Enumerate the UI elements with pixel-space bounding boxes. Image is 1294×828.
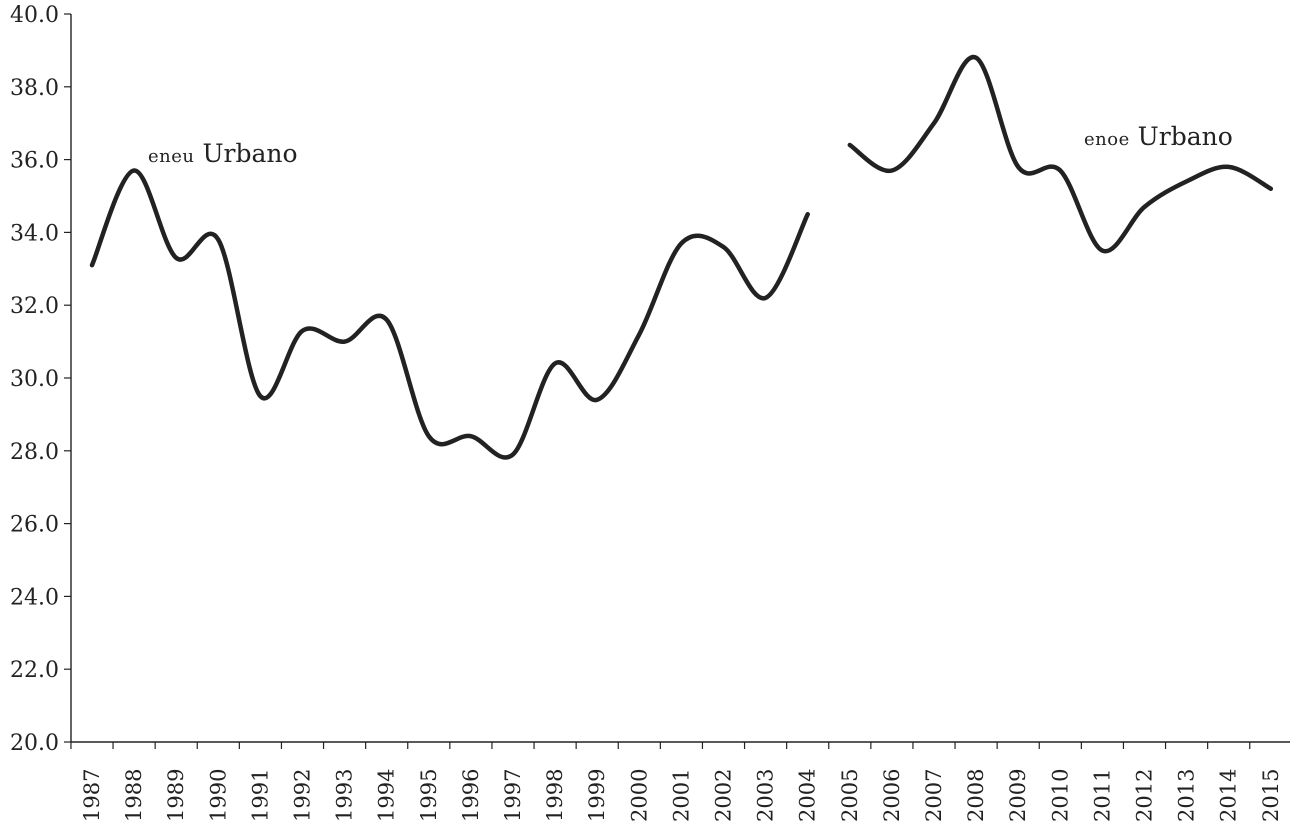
x-tick-label: 1989 [164, 769, 188, 822]
x-tick-label: 2014 [1217, 769, 1241, 822]
series-line-enoe-urbano [847, 55, 1274, 254]
y-tick-label: 20.0 [10, 731, 59, 756]
x-tick-label: 1991 [248, 769, 272, 822]
x-tick-label: 2011 [1090, 769, 1114, 822]
series-labels: eneu Urbano enoe Urbano [148, 122, 1233, 168]
y-tick-label: 28.0 [10, 440, 59, 465]
y-tick-label: 38.0 [10, 76, 59, 101]
y-tick-label: 30.0 [10, 367, 59, 392]
x-tick-label: 2004 [796, 769, 820, 822]
x-tick-label: 1998 [543, 769, 567, 822]
x-tick-label: 1995 [417, 769, 441, 822]
x-tick-label: 2000 [627, 769, 651, 822]
x-tick-label: 2007 [922, 769, 946, 822]
x-tick-label: 2013 [1175, 769, 1199, 822]
x-tick-label: 1996 [459, 769, 483, 822]
x-ticks: 1987 1988 1989 1990 1991 1992 1993 1994 1995 1996… [70, 742, 1283, 822]
y-tick-label: 24.0 [10, 585, 59, 610]
y-tick-label: 34.0 [10, 221, 59, 246]
x-tick-label: 2005 [838, 769, 862, 822]
series-lines [89, 55, 1274, 460]
x-tick-label: 2010 [1048, 769, 1072, 822]
y-tick-label: 40.0 [10, 3, 59, 28]
x-tick-label: 2001 [669, 769, 693, 822]
y-tick-label: 26.0 [10, 513, 59, 538]
x-tick-label: 2009 [1006, 769, 1030, 822]
series-label-enoe-urbano: enoe Urbano [1084, 122, 1233, 151]
series-label-suffix: Urbano [195, 139, 298, 168]
y-tick-label: 22.0 [10, 658, 59, 683]
x-tick-label: 2002 [712, 769, 736, 822]
x-tick-label: 1993 [333, 769, 357, 822]
series-line-eneu-urbano [89, 168, 810, 460]
x-tick-label: 2012 [1133, 769, 1157, 822]
x-tick-label: 1997 [501, 769, 525, 822]
y-tick-label: 32.0 [10, 294, 59, 319]
x-tick-label: 1999 [585, 769, 609, 822]
x-tick-label: 1988 [122, 769, 146, 822]
y-ticks: 20.0 22.0 24.0 26.0 28.0 30.0 32.0 34.0 36.0 38.0… [10, 3, 71, 756]
x-tick-label: 2015 [1259, 769, 1283, 822]
y-tick-label: 36.0 [10, 149, 59, 174]
x-tick-label: 1987 [80, 769, 104, 822]
series-label-prefix: eneu [148, 146, 195, 167]
x-tick-label: 1994 [375, 769, 399, 822]
series-label-prefix: enoe [1084, 129, 1130, 150]
x-tick-label: 1990 [206, 769, 230, 822]
series-label-eneu-urbano: eneu Urbano [148, 139, 298, 168]
x-tick-label: 2006 [880, 769, 904, 822]
x-tick-label: 1992 [291, 769, 315, 822]
series-label-suffix: Urbano [1130, 122, 1233, 151]
x-tick-label: 2008 [964, 769, 988, 822]
x-tick-label: 2003 [754, 769, 778, 822]
